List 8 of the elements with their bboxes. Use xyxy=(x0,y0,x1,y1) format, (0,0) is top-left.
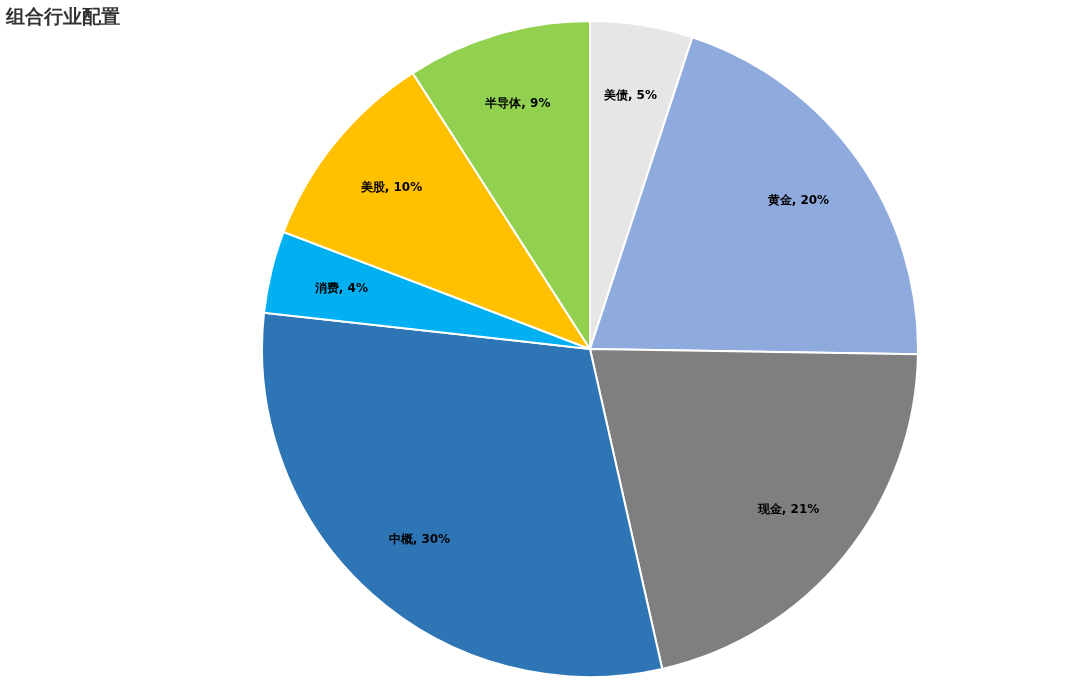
slice-label: 美债, 5% xyxy=(602,88,657,103)
slice-label: 美股, 10% xyxy=(359,179,423,194)
slice-label: 黄金, 20% xyxy=(766,192,830,207)
slice-label: 现金, 21% xyxy=(756,502,820,517)
text: 组合行业配置 xyxy=(6,4,120,29)
slice-label: 中概, 30% xyxy=(388,531,451,546)
slice-label: 消费, 4% xyxy=(313,280,368,295)
slice-label: 半导体, 9% xyxy=(484,95,551,110)
